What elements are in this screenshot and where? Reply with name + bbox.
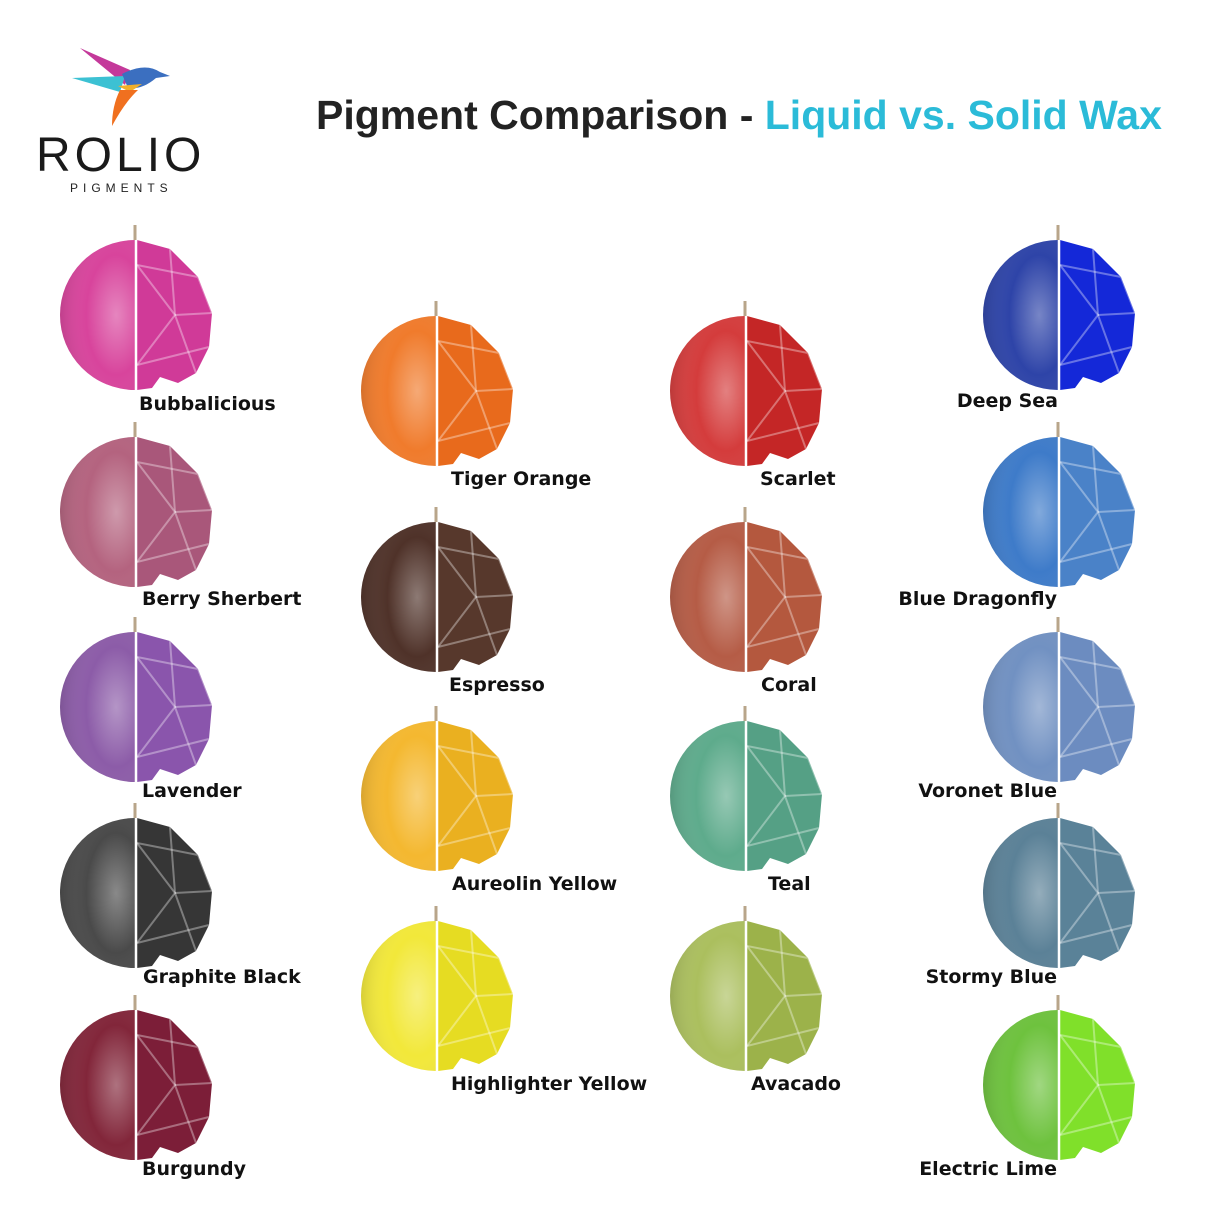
swatch-blue-dragonfly: [983, 422, 1143, 602]
swatch-electric-lime: [983, 995, 1143, 1175]
solid-half: [438, 522, 513, 672]
solid-half: [747, 522, 822, 672]
swatch-espresso: [361, 507, 521, 687]
solid-half: [137, 240, 212, 390]
swatch-stormy-blue: [983, 803, 1143, 983]
swatch-label: Deep Sea: [956, 390, 1058, 412]
hummingbird-icon: [72, 48, 170, 126]
swatch-bubbalicious: [60, 225, 220, 405]
swatch-label: Teal: [768, 873, 811, 895]
swatch-burgundy: [60, 995, 220, 1175]
logo-subtitle: PIGMENTS: [70, 181, 173, 195]
solid-half: [747, 316, 822, 466]
swatch-label: Aureolin Yellow: [452, 873, 618, 895]
solid-half: [137, 437, 212, 587]
swatch-avacado: [670, 906, 830, 1086]
swatch-label: Voronet Blue: [918, 780, 1057, 802]
swatch-label: Avacado: [751, 1073, 841, 1095]
swatch-aureolin-yellow: [361, 706, 521, 886]
swatch-label: Coral: [761, 674, 817, 696]
swatch-tiger-orange: [361, 301, 521, 481]
solid-half: [438, 921, 513, 1071]
solid-half: [747, 721, 822, 871]
swatch-label: Blue Dragonfly: [898, 588, 1057, 610]
swatch-graphite-black: [60, 803, 220, 983]
title-highlight: Liquid vs. Solid Wax: [764, 92, 1162, 138]
swatch-teal: [670, 706, 830, 886]
swatch-berry-sherbert: [60, 422, 220, 602]
title-main: Pigment Comparison -: [316, 92, 765, 138]
solid-half: [1060, 1010, 1135, 1160]
swatch-label: Burgundy: [142, 1158, 247, 1180]
swatch-voronet-blue: [983, 617, 1143, 797]
solid-half: [1060, 818, 1135, 968]
solid-half: [137, 818, 212, 968]
swatch-scarlet: [670, 301, 830, 481]
swatch-lavender: [60, 617, 220, 797]
solid-half: [1060, 632, 1135, 782]
rolio-logo: ROLIO PIGMENTS: [30, 40, 230, 200]
swatch-label: Bubbalicious: [139, 393, 276, 415]
solid-half: [137, 632, 212, 782]
swatch-deep-sea: [983, 225, 1143, 405]
swatch-label: Scarlet: [760, 468, 836, 490]
solid-half: [137, 1010, 212, 1160]
solid-half: [1060, 437, 1135, 587]
swatch-label: Electric Lime: [919, 1158, 1057, 1180]
swatch-label: Tiger Orange: [451, 468, 592, 490]
solid-half: [438, 316, 513, 466]
swatch-label: Highlighter Yellow: [451, 1073, 648, 1095]
page-title: Pigment Comparison - Liquid vs. Solid Wa…: [316, 92, 1162, 139]
solid-half: [747, 921, 822, 1071]
swatch-label: Stormy Blue: [925, 966, 1057, 988]
solid-half: [1060, 240, 1135, 390]
logo-brand: ROLIO: [36, 129, 206, 182]
swatch-label: Lavender: [142, 780, 242, 802]
solid-half: [438, 721, 513, 871]
swatch-label: Graphite Black: [143, 966, 301, 988]
swatch-highlighter-yellow: [361, 906, 521, 1086]
swatch-coral: [670, 507, 830, 687]
swatch-label: Espresso: [449, 674, 545, 696]
swatch-label: Berry Sherbert: [142, 588, 302, 610]
